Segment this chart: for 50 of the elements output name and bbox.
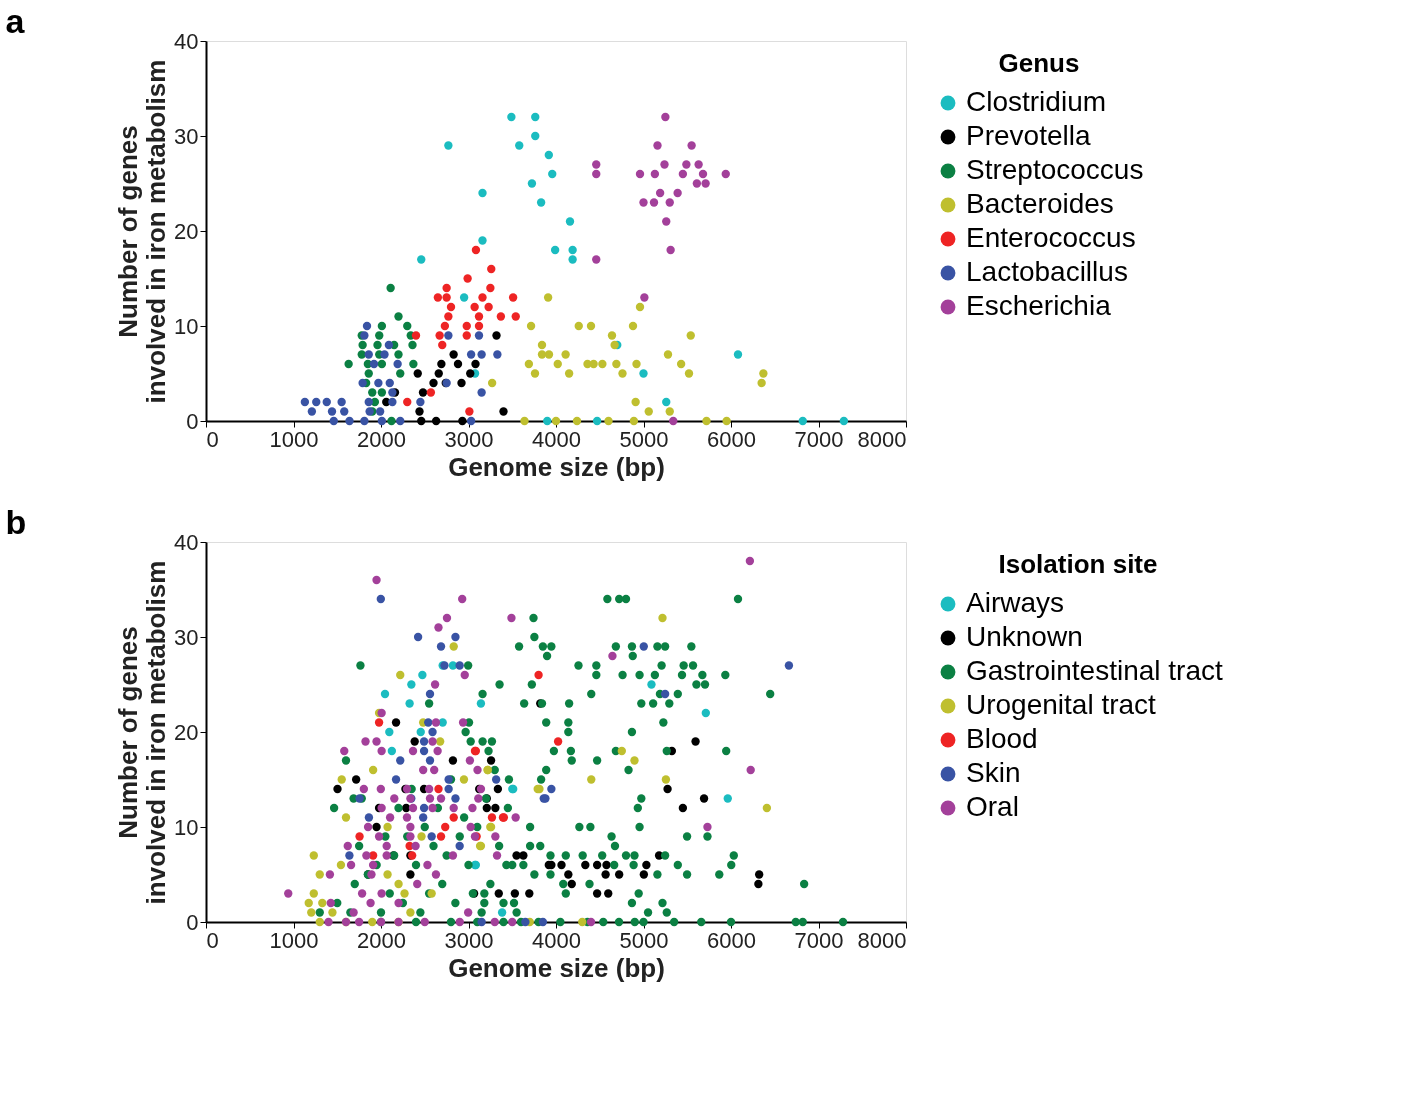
- y-axis-title: Number of genes involved in iron metabolism: [113, 560, 172, 905]
- x-tick-label: 1000: [269, 927, 319, 953]
- y-tick-label: 40: [174, 28, 199, 54]
- y-tick-label: 30: [174, 123, 199, 149]
- y-tick-label: 30: [174, 624, 199, 650]
- legend-label: Enterococcus: [966, 222, 1136, 253]
- x-tick-label: 7000: [794, 426, 844, 452]
- x-tick-label: 6000: [707, 426, 756, 452]
- legend-label: Bacteroides: [966, 188, 1114, 219]
- legend-label: Airways: [966, 587, 1065, 618]
- legend-label: Oral: [966, 791, 1019, 822]
- x-tick-label: 0: [206, 426, 219, 452]
- x-tick-label: 3000: [444, 426, 494, 452]
- x-tick-label: 6000: [707, 927, 756, 953]
- x-tick-label: 5000: [619, 927, 669, 953]
- x-axis-title: Genome size (bp): [448, 952, 665, 983]
- legend-label: Prevotella: [966, 120, 1091, 151]
- x-tick-label: 3000: [444, 927, 494, 953]
- legend-label: Blood: [966, 723, 1038, 754]
- legend-label: Skin: [966, 757, 1021, 788]
- x-tick-label: 4000: [532, 927, 581, 953]
- y-tick-label: 20: [174, 719, 199, 745]
- y-tick-label: 0: [186, 909, 199, 935]
- legend-label: Urogenital tract: [966, 689, 1157, 720]
- legend-title: Genus: [998, 48, 1080, 78]
- chart-title: a: [5, 2, 26, 40]
- x-tick-label: 2000: [357, 426, 406, 452]
- x-tick-label: 2000: [357, 927, 406, 953]
- legend-title: Isolation site: [998, 549, 1158, 579]
- legend-label: Unknown: [966, 621, 1083, 652]
- y-axis-title: Number of genes involved in iron metabolism: [113, 59, 172, 404]
- x-tick-label: 8000: [857, 426, 907, 452]
- x-axis-title: Genome size (bp): [448, 451, 665, 482]
- chart-title: b: [5, 503, 27, 541]
- legend-label: Lactobacillus: [966, 256, 1128, 287]
- y-tick-label: 20: [174, 218, 199, 244]
- x-tick-label: 8000: [857, 927, 907, 953]
- x-tick-label: 1000: [269, 426, 319, 452]
- x-tick-label: 7000: [794, 927, 844, 953]
- legend-label: Clostridium: [966, 86, 1107, 117]
- y-tick-label: 40: [174, 529, 199, 555]
- x-tick-label: 0: [206, 927, 219, 953]
- legend-label: Gastrointestinal tract: [966, 655, 1223, 686]
- y-tick-label: 0: [186, 408, 199, 434]
- legend-label: Streptococcus: [966, 154, 1144, 185]
- x-tick-label: 5000: [619, 426, 669, 452]
- y-tick-label: 10: [174, 313, 199, 339]
- x-tick-label: 4000: [532, 426, 581, 452]
- legend-label: Escherichia: [966, 290, 1112, 321]
- y-tick-label: 10: [174, 814, 199, 840]
